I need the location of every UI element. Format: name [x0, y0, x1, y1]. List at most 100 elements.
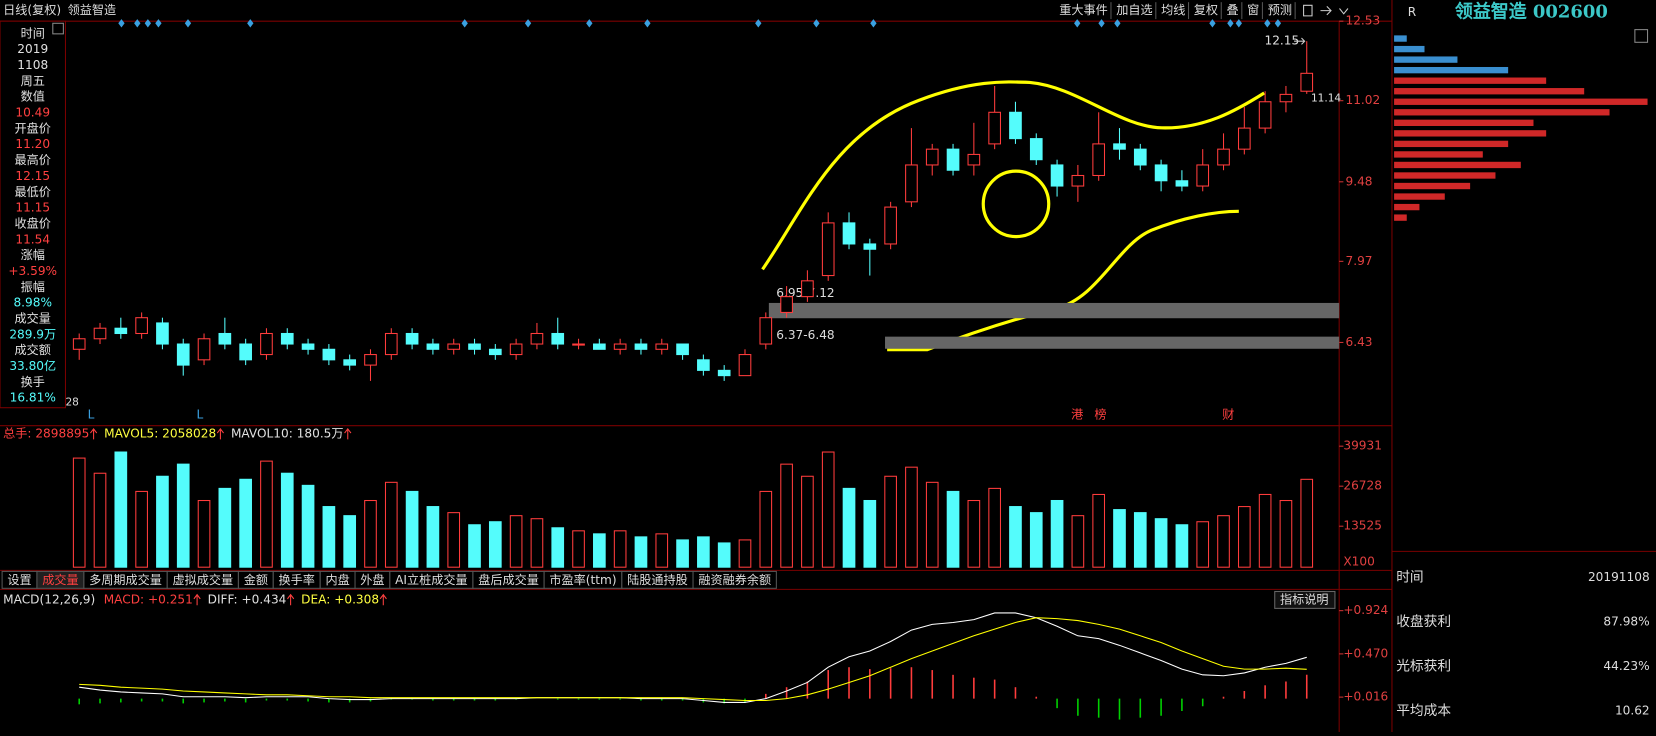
tab-label[interactable]: 盘后成交量	[478, 572, 539, 587]
volume-bar	[488, 521, 502, 568]
volume-bar	[863, 499, 877, 568]
hand-drawn-circle	[981, 169, 1051, 239]
candle-body	[613, 343, 627, 350]
tab-label[interactable]: 外盘	[360, 572, 384, 587]
toolbar-button[interactable]: 窗	[1247, 3, 1259, 17]
volume-bar	[1050, 499, 1064, 568]
y-tick-label: 12.53	[1346, 14, 1381, 28]
candle-body	[884, 206, 897, 245]
volume-bar	[260, 460, 273, 568]
help-button[interactable]	[1274, 590, 1336, 609]
tab-label[interactable]: 融资融券余额	[698, 572, 771, 587]
volume-bar	[364, 499, 377, 568]
volume-bar	[801, 475, 814, 568]
gap-band	[885, 336, 1340, 349]
candle-body	[1237, 127, 1251, 150]
tab-label[interactable]: AI立桩成交量	[395, 572, 468, 587]
candle-body	[530, 332, 544, 345]
info-item: 最低价	[15, 185, 51, 199]
help-button-label[interactable]: 指标说明	[1280, 591, 1329, 606]
tab-label[interactable]: 市盈率(ttm)	[549, 572, 616, 587]
volume-bar	[1175, 524, 1189, 568]
candle-body	[280, 332, 294, 345]
tab-label[interactable]: 多周期成交量	[89, 572, 162, 587]
candle-body	[197, 338, 211, 361]
volume-bar	[239, 478, 252, 568]
tab-label[interactable]: 金额	[244, 572, 268, 587]
tab-label[interactable]: 虚拟成交量	[172, 572, 233, 587]
indicator-header: DIFF: +0.434	[208, 592, 287, 606]
panel-icon[interactable]	[1634, 29, 1649, 43]
candle-body	[821, 222, 835, 277]
y-tick-label: 26728	[1343, 479, 1382, 493]
candle-body	[738, 354, 752, 377]
candle-body	[93, 327, 107, 340]
toolbar-button[interactable]: 叠	[1227, 3, 1239, 17]
candle-body	[447, 343, 461, 350]
indicator-header: DEA: +0.308	[301, 592, 379, 606]
diamond	[184, 19, 192, 28]
info-item: 振幅	[21, 279, 45, 294]
diamond	[144, 19, 152, 28]
diamond	[644, 19, 651, 28]
indicator-header: MAVOL5: 2058028	[104, 427, 216, 441]
hand-drawn-curve	[887, 209, 1239, 352]
volume-bar	[1092, 493, 1106, 568]
candle-body	[1217, 148, 1230, 166]
info-item: 收盘价	[15, 215, 51, 230]
volume-bar	[405, 490, 419, 568]
info-item: 成交额	[15, 342, 51, 357]
volume-bar	[156, 475, 169, 568]
tab-label[interactable]: 陆股通持股	[627, 572, 688, 587]
corner-label: 28	[65, 396, 78, 408]
tab[interactable]	[692, 570, 777, 589]
info-item: 8.98%	[13, 296, 52, 310]
candle-body	[697, 359, 710, 371]
event-label: 港	[1071, 408, 1083, 422]
toolbar-button[interactable]: 重大事件	[1059, 3, 1108, 17]
candle-body	[218, 332, 232, 345]
volume-bar	[1237, 506, 1251, 568]
toolbar-button[interactable]: 预测	[1268, 3, 1292, 17]
chip-bar	[1394, 130, 1547, 137]
tab-label[interactable]: 成交量	[42, 572, 78, 587]
volume-bar	[135, 490, 148, 568]
close-icon[interactable]	[52, 22, 64, 35]
volume-bar	[780, 463, 793, 568]
stat-value: 10.62	[1615, 703, 1650, 717]
candle-body	[655, 343, 669, 350]
volume-bar	[1300, 478, 1314, 568]
tab-label[interactable]: 内盘	[325, 572, 349, 587]
volume-bar	[821, 451, 835, 568]
volume-bar	[301, 484, 315, 568]
up-arrow	[90, 427, 98, 440]
volume-bar	[1154, 518, 1168, 568]
stat-value: 44.23%	[1603, 659, 1649, 673]
up-arrow	[344, 427, 352, 440]
candle-body	[468, 343, 481, 350]
candle-body	[1071, 174, 1085, 187]
candle-body	[676, 343, 689, 356]
candle-body	[260, 332, 273, 356]
volume-bar	[343, 515, 357, 568]
toolbar-button[interactable]: 加自选	[1116, 3, 1152, 17]
candle-body	[114, 327, 128, 335]
toolbar-button[interactable]: 复权	[1194, 3, 1218, 17]
diamond	[813, 19, 820, 28]
toolbar-button[interactable]: 均线	[1161, 3, 1185, 17]
volume-bar	[1133, 512, 1147, 568]
tab-label[interactable]: 设置	[7, 573, 31, 587]
tab-label[interactable]: 换手率	[279, 572, 315, 587]
event-label: 财	[1222, 408, 1234, 422]
stock-name: 领益智造	[68, 2, 117, 17]
volume-bar	[322, 506, 336, 568]
candle-body	[1050, 164, 1064, 187]
stat-label: 平均成本	[1396, 703, 1451, 719]
diamond	[586, 19, 593, 28]
y-tick-label: 6.43	[1346, 335, 1373, 349]
chip-bar	[1394, 214, 1407, 221]
volume-bar	[593, 533, 606, 568]
volume-bar	[447, 512, 461, 568]
candle-body	[239, 343, 252, 361]
